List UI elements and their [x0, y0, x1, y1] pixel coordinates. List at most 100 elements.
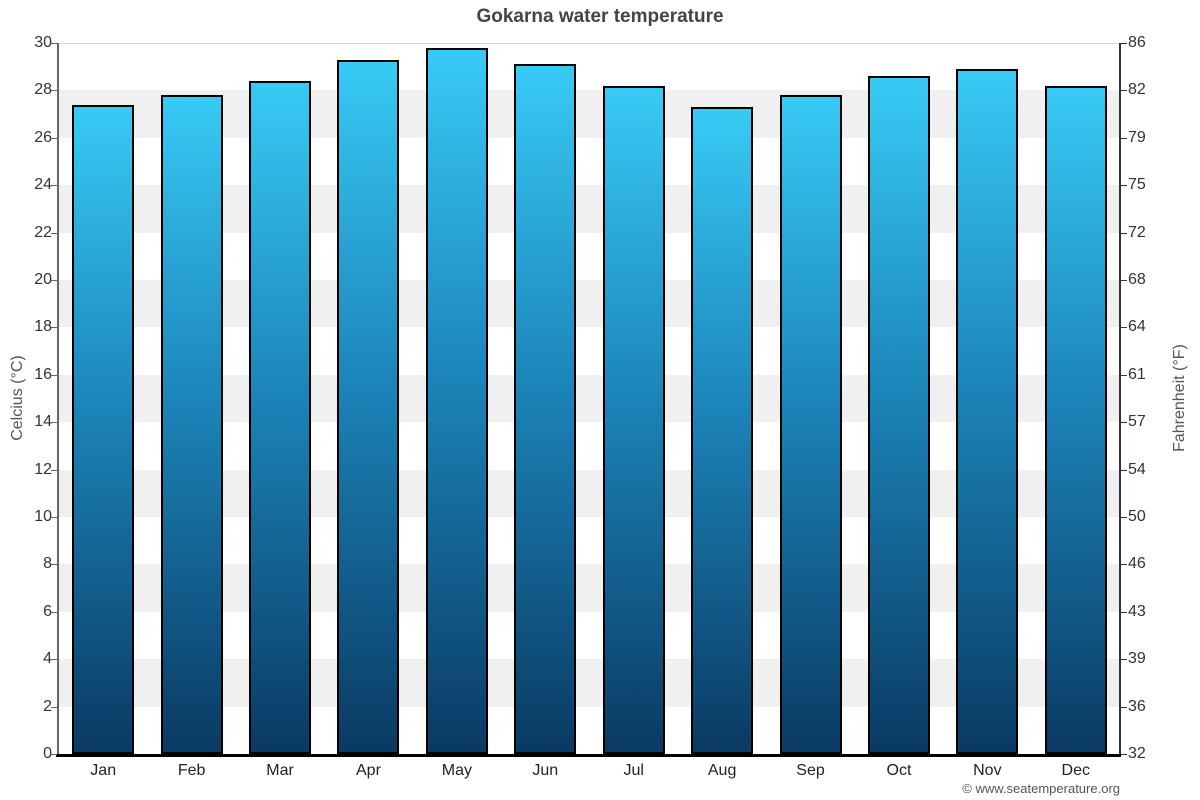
tickmark-left: [51, 43, 57, 44]
left-axis-line: [57, 43, 59, 754]
ytick-fahrenheit-61: 61: [1128, 365, 1146, 383]
bar-nov[interactable]: [956, 69, 1019, 754]
tickmark-right: [1121, 469, 1127, 471]
ytick-fahrenheit-68: 68: [1128, 271, 1146, 288]
y-axis-title-fahrenheit: Fahrenheit (°F): [1171, 344, 1188, 452]
grid-band: [59, 564, 1120, 612]
xtick-dec: Dec: [1061, 762, 1090, 779]
plot-area: [59, 43, 1120, 754]
bar-dec[interactable]: [1044, 85, 1107, 754]
ytick-fahrenheit-39: 39: [1128, 650, 1146, 668]
bar-jul[interactable]: [602, 85, 665, 754]
y-axis-title-celsius: Celcius (°C): [9, 355, 26, 441]
tickmark-right: [1121, 706, 1127, 708]
ytick-celsius-18: 18: [34, 318, 52, 336]
ytick-celsius-6: 6: [43, 602, 52, 620]
ytick-celsius-26: 26: [34, 128, 52, 146]
ytick-fahrenheit-79: 79: [1128, 128, 1146, 146]
tickmark-left: [51, 280, 57, 281]
xtick-sep: Sep: [796, 762, 825, 779]
tickmark-left: [51, 327, 57, 329]
ytick-fahrenheit-54: 54: [1128, 460, 1146, 478]
tickmark-left: [51, 90, 57, 92]
ytick-fahrenheit-75: 75: [1128, 176, 1146, 194]
tickmark-right: [1121, 90, 1127, 92]
tickmark-left: [51, 706, 57, 708]
ytick-celsius-24: 24: [34, 176, 52, 194]
grid-band: [59, 374, 1120, 423]
tickmark-right: [1121, 422, 1127, 424]
ytick-fahrenheit-72: 72: [1128, 223, 1146, 241]
xtick-may: May: [441, 762, 472, 779]
xtick-jul: Jul: [623, 762, 644, 779]
ytick-celsius-0: 0: [43, 745, 52, 762]
grid-band: [59, 185, 1120, 233]
tickmark-left: [51, 374, 57, 376]
xtick-aug: Aug: [707, 762, 737, 779]
tickmark-right: [1121, 43, 1127, 44]
ytick-fahrenheit-86: 86: [1128, 34, 1146, 51]
bar-oct[interactable]: [867, 76, 930, 754]
ytick-celsius-22: 22: [34, 223, 52, 241]
tickmark-left: [51, 185, 57, 187]
grid-band: [59, 659, 1120, 707]
xtick-oct: Oct: [886, 762, 912, 779]
bar-mar[interactable]: [249, 80, 312, 754]
tickmark-right: [1121, 137, 1127, 139]
grid-band: [59, 469, 1120, 517]
bar-jun[interactable]: [514, 64, 577, 754]
right-axis-line: [1119, 43, 1121, 754]
ytick-celsius-16: 16: [34, 365, 52, 383]
bar-aug[interactable]: [691, 106, 754, 754]
tickmark-left: [51, 469, 57, 471]
xtick-feb: Feb: [177, 762, 206, 779]
bar-sep[interactable]: [779, 95, 842, 754]
ytick-fahrenheit-57: 57: [1128, 413, 1146, 431]
ytick-celsius-10: 10: [34, 508, 52, 525]
grid-band: [59, 327, 1120, 375]
chart-title: Gokarna water temperature: [476, 6, 724, 27]
ytick-celsius-12: 12: [34, 460, 52, 478]
xtick-nov: Nov: [973, 762, 1002, 779]
tickmark-left: [51, 659, 57, 661]
ytick-fahrenheit-82: 82: [1128, 81, 1146, 99]
copyright-credit: © www.seatemperature.org: [962, 781, 1120, 796]
ytick-celsius-30: 30: [34, 34, 52, 51]
tickmark-right: [1121, 754, 1127, 755]
tickmark-right: [1121, 659, 1127, 661]
tickmark-right: [1121, 280, 1127, 281]
tickmark-right: [1121, 611, 1127, 613]
tickmark-left: [51, 564, 57, 566]
grid-band: [59, 422, 1120, 470]
tickmark-left: [51, 754, 57, 755]
tickmark-left: [51, 517, 57, 518]
bar-may[interactable]: [425, 47, 488, 754]
tickmark-right: [1121, 517, 1127, 518]
top-gridline: [59, 43, 1120, 44]
grid-band: [59, 280, 1120, 328]
bar-apr[interactable]: [337, 59, 400, 754]
tickmark-left: [51, 611, 57, 613]
tickmark-left: [51, 422, 57, 424]
tickmark-right: [1121, 185, 1127, 187]
ytick-celsius-8: 8: [43, 555, 52, 573]
ytick-celsius-20: 20: [34, 271, 52, 288]
ytick-fahrenheit-50: 50: [1128, 508, 1146, 525]
tickmark-left: [51, 137, 57, 139]
bar-jan[interactable]: [72, 104, 135, 754]
ytick-fahrenheit-32: 32: [1128, 745, 1146, 762]
grid-band: [59, 90, 1120, 138]
tickmark-right: [1121, 327, 1127, 329]
xtick-mar: Mar: [266, 762, 294, 779]
bottom-axis-line: [56, 754, 1121, 757]
ytick-celsius-14: 14: [34, 413, 52, 431]
grid-band: [59, 706, 1120, 754]
ytick-fahrenheit-64: 64: [1128, 318, 1146, 336]
xtick-jan: Jan: [90, 762, 117, 779]
ytick-fahrenheit-43: 43: [1128, 602, 1146, 620]
ytick-fahrenheit-46: 46: [1128, 555, 1146, 573]
ytick-celsius-4: 4: [43, 650, 52, 668]
tickmark-left: [51, 232, 57, 234]
bar-feb[interactable]: [160, 95, 223, 754]
